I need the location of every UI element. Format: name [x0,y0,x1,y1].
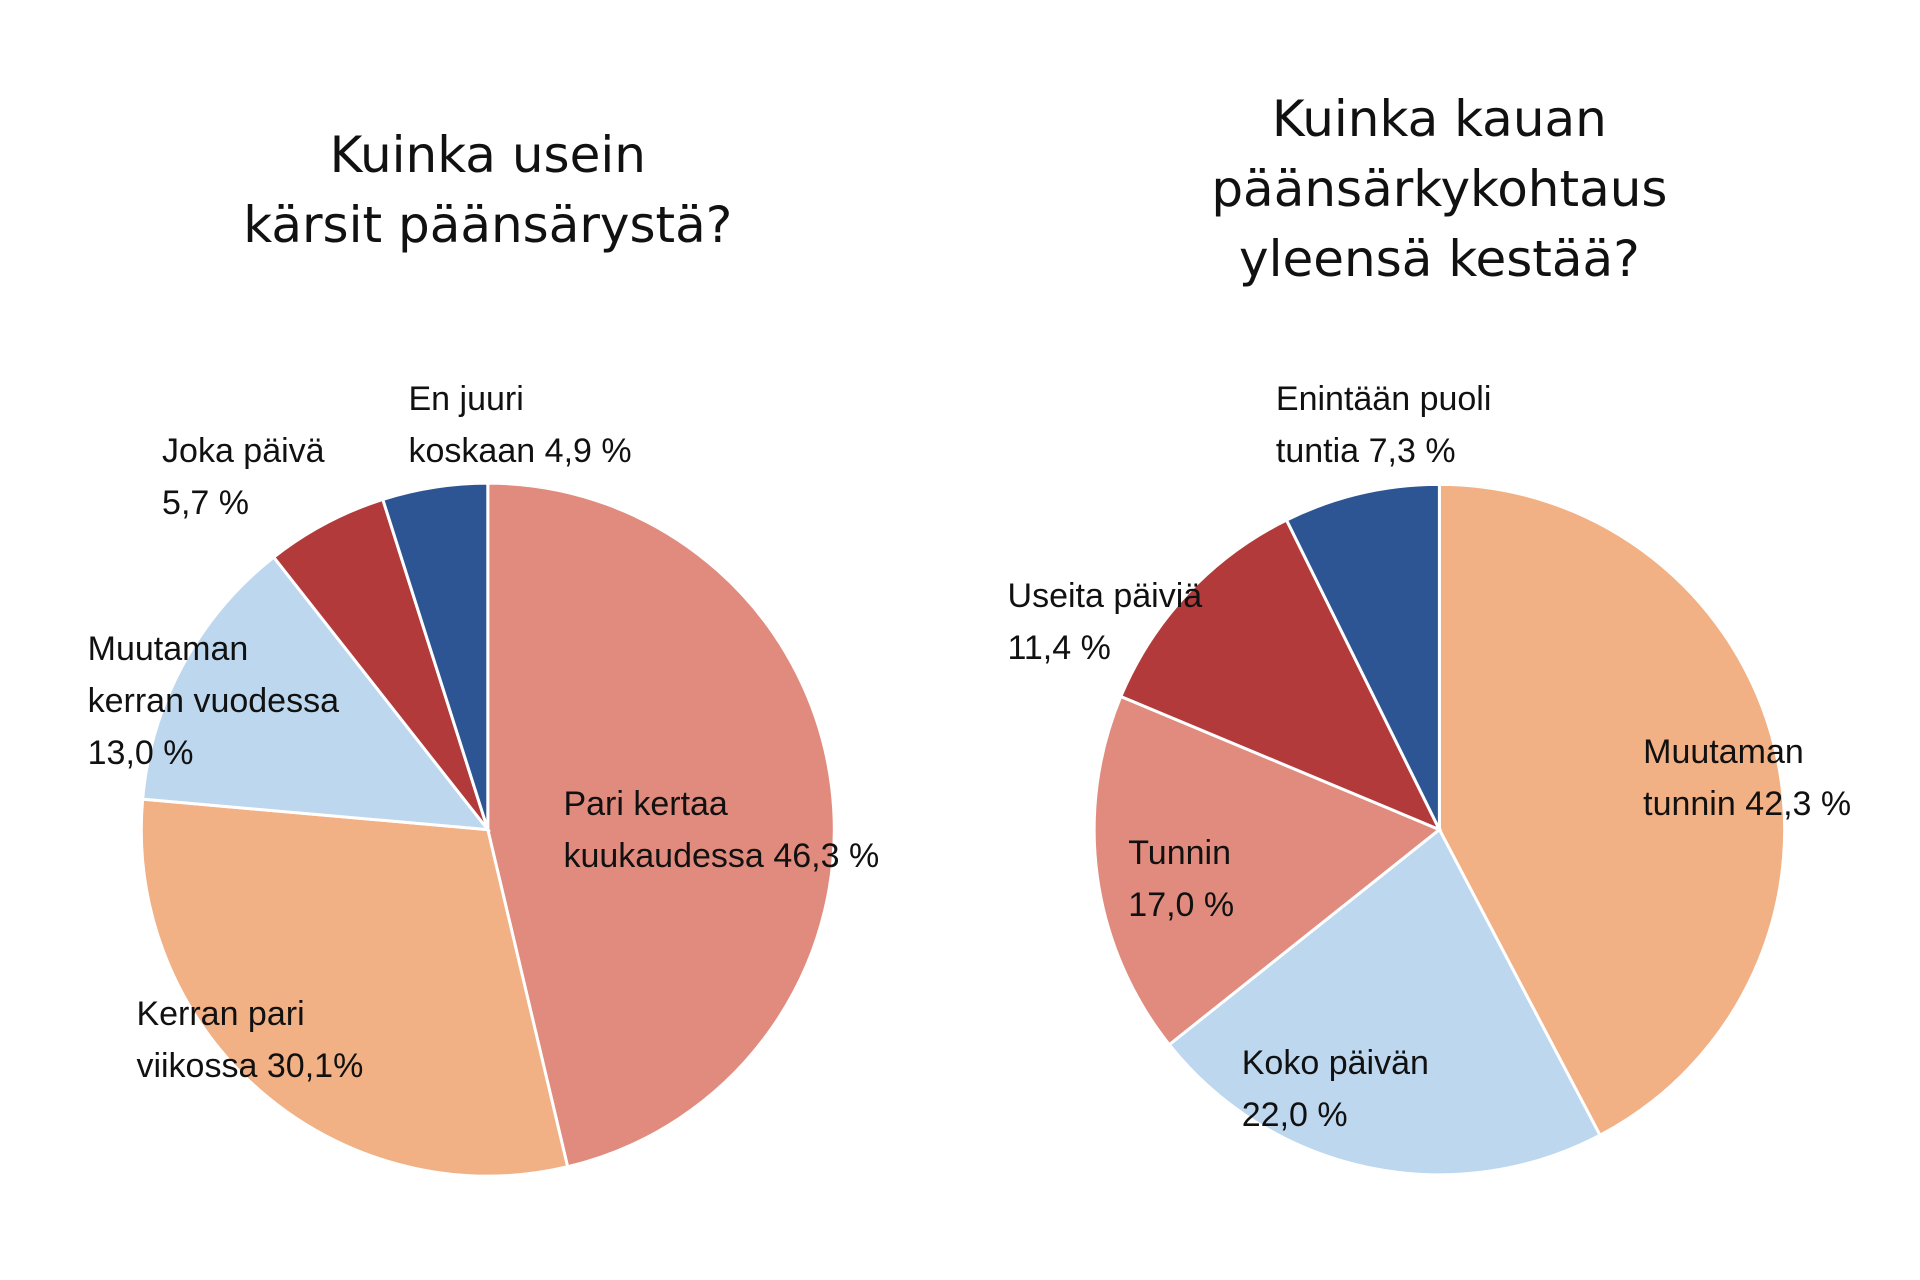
category-label: Pari kertaa kuukaudessa [563,785,764,876]
category-label: Koko päivän [1241,1044,1429,1082]
pie-slice [1284,482,1441,831]
chart-title: Kuinka kauan päänsärkykohtaus yleensä ke… [1211,90,1668,289]
slice-label: Enintään puoli tuntia 7,3 % [1276,373,1492,477]
value-label: 42,3 % [1745,784,1852,823]
value-label: 13,0 % [87,734,194,773]
slice-label: Useita päiviä 11,4 % [1008,570,1203,674]
pie-slice [1092,694,1443,1047]
slice-label: En juuri koskaan 4,9 % [409,373,632,477]
slice-label: Muutaman tunnin 42,3 % [1643,726,1851,830]
pie-slice [141,555,492,832]
slice-label: Koko päivän 22,0 % [1242,1037,1429,1141]
value-label: 4,9 % [544,432,632,471]
pie-slice [1167,827,1603,1177]
value-label: 30,1% [266,1047,364,1086]
value-label: 7,3 % [1368,432,1456,471]
category-label: Muutaman tunnin [1643,732,1804,823]
value-label: 11,4 % [1007,628,1111,667]
pie-slice [380,481,490,831]
pie-slice [486,481,836,1169]
category-label: En juuri koskaan [408,380,536,471]
slice-label: Joka päivä 5,7 % [162,425,325,529]
value-label: 22,0 % [1241,1096,1348,1134]
slice-label: Kerran pari viikossa 30,1% [136,988,363,1092]
slice-label: Muutaman kerran vuodessa 13,0 % [88,623,339,779]
category-label: Joka päivä [162,431,325,470]
category-label: Tunnin [1128,834,1231,873]
pie-slice [139,797,570,1178]
value-label: 17,0 % [1128,886,1235,925]
pie-slice [1437,482,1787,1138]
category-label: Enintään puoli tuntia [1275,380,1492,471]
category-label: Useita päiviä [1007,576,1203,615]
category-label: Muutaman kerran vuodessa [87,630,339,721]
pie-slice [1118,518,1443,833]
value-label: 46,3 % [773,837,880,876]
category-label: Kerran pari viikossa [136,995,305,1086]
chart-title: Kuinka usein kärsit päänsärystä? [243,125,733,254]
slice-label: Tunnin 17,0 % [1128,827,1234,931]
value-label: 5,7 % [162,483,249,522]
slice-label: Pari kertaa kuukaudessa 46,3 % [563,778,879,882]
